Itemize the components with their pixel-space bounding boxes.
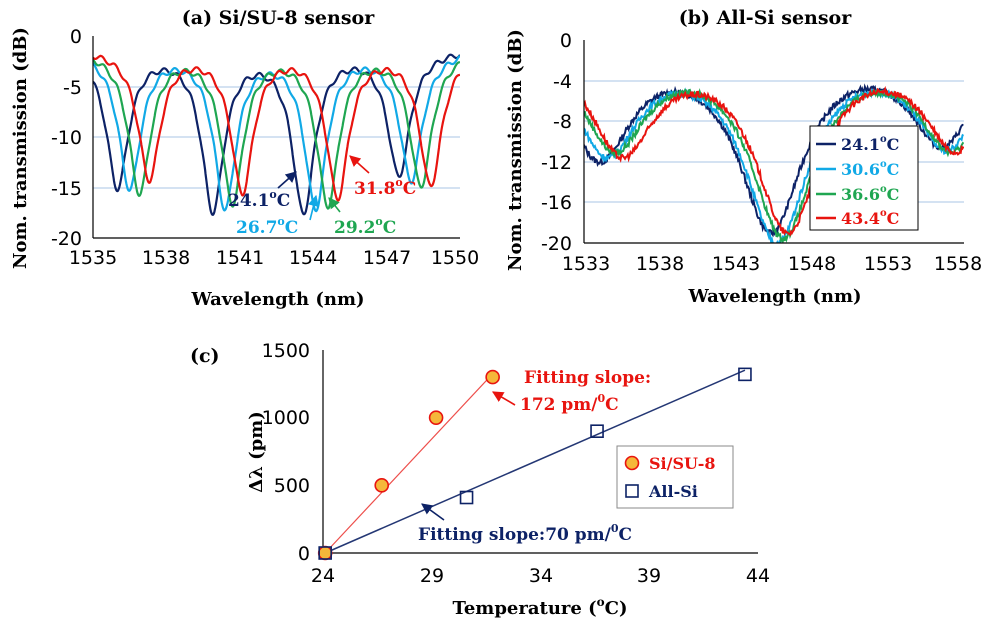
point-all-si xyxy=(318,546,332,560)
panel-a-xlabel: Wavelength (nm) xyxy=(190,289,364,310)
panel-c-xtick: 24 xyxy=(311,565,335,587)
point-si-su-8 xyxy=(374,478,390,493)
panel-b: (b) All-Si sensor 0 -4 -8 -12 -16 -20 15… xyxy=(505,7,982,307)
panel-c-xtick: 34 xyxy=(529,565,553,587)
series-line-26-7-c xyxy=(93,54,460,213)
panel-a-xtick: 1550 xyxy=(431,247,479,269)
series-line-43-4 xyxy=(584,85,964,237)
point-all-si xyxy=(738,367,752,382)
legend-item-43-4: 43.4oC xyxy=(816,208,899,228)
panel-b-xlabel: Wavelength (nm) xyxy=(687,286,861,307)
panel-a-ytick: -10 xyxy=(51,127,82,149)
panel-c-xtick: 44 xyxy=(746,565,770,587)
panel-a-ytick: -5 xyxy=(63,77,82,99)
legend-item-36-6: 36.6oC xyxy=(816,184,899,204)
panel-a-annotation-29-2: 29.2oC xyxy=(334,215,396,238)
legend-item-30-6: 30.6oC xyxy=(816,159,899,179)
panel-c-arrow-all-si xyxy=(421,503,445,521)
svg-text:All-Si: All-Si xyxy=(648,482,698,501)
panel-b-xtick: 1533 xyxy=(562,253,610,275)
panel-c-ylabel: Δλ (pm) xyxy=(246,411,267,493)
series-line-30-6 xyxy=(584,87,964,243)
panel-a-ytick: -15 xyxy=(51,178,82,200)
panel-c-arrow-si-su8 xyxy=(492,391,516,406)
point-all-si xyxy=(459,490,474,505)
panel-c-ytick: 1000 xyxy=(262,407,310,429)
svg-text:43.4oC: 43.4oC xyxy=(841,208,899,228)
panel-b-legend: 24.1oC 30.6oC 36.6oC 43.4oC xyxy=(809,125,919,231)
series-line-24-1-c xyxy=(93,53,460,216)
panel-a-annotation-24-1: 24.1oC xyxy=(228,188,290,211)
panel-c-ytick: 500 xyxy=(274,475,310,497)
panel-b-ytick: 0 xyxy=(560,30,572,52)
panel-a-annotation-31-8: 31.8oC xyxy=(354,176,416,199)
panel-b-ytick: -12 xyxy=(541,152,572,174)
panel-a-title: (a) Si/SU-8 sensor xyxy=(182,7,375,29)
panel-c: (c) 0 500 1000 1500 24 29 34 39 44 Tempe… xyxy=(190,340,770,619)
panel-c-annotation-slope-label: Fitting slope: xyxy=(524,368,651,388)
panel-c-series xyxy=(317,367,752,561)
panel-c-ytick: 0 xyxy=(298,543,310,565)
panel-c-ytick: 1500 xyxy=(262,340,310,362)
panel-a-ytick: -20 xyxy=(51,228,82,250)
panel-a-xtick: 1541 xyxy=(216,247,264,269)
panel-a-xtick: 1547 xyxy=(363,247,411,269)
legend-item-24-1: 24.1oC xyxy=(816,134,899,154)
panel-b-xtick: 1538 xyxy=(636,253,684,275)
panel-c-xtick: 39 xyxy=(637,565,661,587)
legend-item-si-su8: Si/SU-8 xyxy=(624,454,715,473)
svg-text:30.6oC: 30.6oC xyxy=(841,159,899,179)
panel-a: (a) Si/SU-8 sensor 0 -5 -10 -15 -20 1535… xyxy=(10,7,479,310)
panel-a-ytick: 0 xyxy=(70,26,82,48)
panel-c-xlabel: Temperature (oC) xyxy=(453,595,628,619)
panel-a-arrow-26-7 xyxy=(308,194,319,221)
panel-a-arrow-24-1 xyxy=(277,171,297,189)
series-line-31-8-c xyxy=(93,54,460,202)
panel-a-arrow-31-8 xyxy=(349,155,370,174)
fit-line-all-si xyxy=(324,369,746,554)
panel-b-ytick: -16 xyxy=(541,192,572,214)
panel-a-annotation-26-7: 26.7oC xyxy=(236,215,298,238)
panel-c-annotation-slope-value: 172 pm/0C xyxy=(520,392,619,415)
panel-b-ytick: -20 xyxy=(541,233,572,255)
panel-a-ylabel: Nom. transmission (dB) xyxy=(10,27,31,269)
panel-a-arrow-29-2 xyxy=(328,197,341,213)
panel-b-ytick: -4 xyxy=(553,71,572,93)
legend-item-all-si: All-Si xyxy=(625,482,698,501)
svg-text:Si/SU-8: Si/SU-8 xyxy=(649,454,715,473)
panel-b-xtick: 1543 xyxy=(712,253,760,275)
svg-text:24.1oC: 24.1oC xyxy=(841,134,899,154)
panel-c-legend: Si/SU-8 All-Si xyxy=(616,445,734,509)
panel-b-ytick: -8 xyxy=(553,111,572,133)
panel-b-series xyxy=(584,83,964,243)
svg-text:36.6oC: 36.6oC xyxy=(841,184,899,204)
point-all-si xyxy=(590,424,604,439)
fit-line-si-su-8 xyxy=(324,373,494,554)
panel-a-xtick: 1544 xyxy=(289,247,337,269)
point-si-su-8 xyxy=(428,410,444,425)
panel-a-series xyxy=(93,53,460,216)
panel-a-xtick: 1538 xyxy=(142,247,190,269)
panel-b-xtick: 1553 xyxy=(864,253,912,275)
panel-c-xtick: 29 xyxy=(420,565,444,587)
panel-b-xtick: 1548 xyxy=(788,253,836,275)
panel-c-annotation-all-si: Fitting slope:70 pm/0C xyxy=(418,522,632,545)
panel-c-title: (c) xyxy=(190,345,220,367)
point-si-su-8 xyxy=(485,369,500,385)
panel-b-xtick: 1558 xyxy=(934,253,982,275)
panel-a-xtick: 1535 xyxy=(69,247,117,269)
panel-b-title: (b) All-Si sensor xyxy=(679,7,852,29)
panel-b-ylabel: Nom. transmission (dB) xyxy=(505,29,526,271)
